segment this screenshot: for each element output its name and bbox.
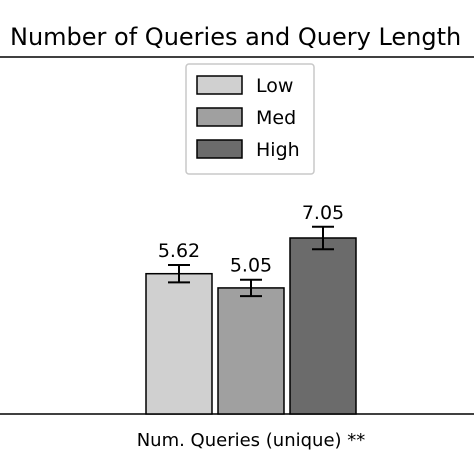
legend-label-med: Med (256, 107, 296, 129)
chart-title: Number of Queries and Query Length (10, 23, 461, 51)
legend-label-low: Low (256, 75, 293, 97)
category-labels-group: Num. Queries **Num. Queries (unique) **Q… (137, 430, 366, 451)
bars-group: 5.628.35.0512.607.05 (145, 202, 357, 415)
legend-swatch-med (196, 107, 243, 127)
value-label-high-1: 7.05 (302, 202, 344, 224)
value-label-med-1: 5.05 (230, 255, 272, 277)
legend-swatch-high (196, 139, 243, 159)
bar-med-1 (217, 287, 285, 415)
bar-low-1 (145, 272, 213, 415)
value-label-low-1: 5.62 (158, 240, 200, 262)
category-label-1: Num. Queries (unique) ** (137, 430, 366, 451)
legend-swatch-low (196, 75, 243, 95)
bar-high-1 (289, 237, 357, 415)
legend-label-high: High (256, 139, 300, 161)
legend: Low Med High (185, 63, 315, 175)
